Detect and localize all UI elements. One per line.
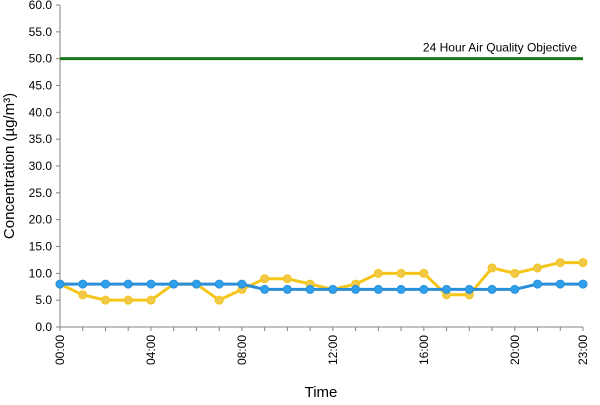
objective-label: 24 Hour Air Quality Objective (423, 41, 577, 55)
data-point (396, 284, 406, 294)
data-point (533, 263, 543, 273)
series-2 (55, 279, 588, 294)
data-point (260, 284, 270, 294)
data-point (578, 279, 588, 289)
x-tick-label: 08:00 (235, 335, 249, 365)
y-tick-label: 35.0 (29, 132, 53, 146)
series-group (55, 258, 588, 305)
y-axis-ticks: 0.0 5.0 10.0 15.0 20.0 25.0 30.0 35.0 40.0 45.0 50… (29, 0, 60, 334)
data-point (260, 274, 270, 284)
data-point (442, 284, 452, 294)
data-point (510, 268, 520, 278)
y-tick-label: 40.0 (29, 105, 53, 119)
y-tick-label: 0.0 (35, 320, 52, 334)
data-point (396, 268, 406, 278)
data-point (487, 284, 497, 294)
y-tick-label: 45.0 (29, 79, 53, 93)
x-axis-ticks: 00:00 04:00 08:00 12:00 16:00 20:00 23:00 (53, 327, 590, 365)
data-point (578, 258, 588, 268)
data-point (282, 284, 292, 294)
y-tick-label: 5.0 (35, 293, 52, 307)
data-point (328, 284, 338, 294)
x-tick-label: 12:00 (326, 335, 340, 365)
x-tick-label: 16:00 (417, 335, 431, 365)
data-point (169, 279, 179, 289)
data-point (146, 279, 156, 289)
y-tick-label: 60.0 (29, 0, 53, 12)
y-tick-label: 25.0 (29, 186, 53, 200)
data-point (214, 295, 224, 305)
data-point (419, 284, 429, 294)
data-point (555, 279, 565, 289)
y-axis-title: Concentration (µg/m³) (1, 93, 18, 239)
data-point (146, 295, 156, 305)
data-point (555, 258, 565, 268)
data-point (373, 268, 383, 278)
data-point (373, 284, 383, 294)
data-point (78, 279, 88, 289)
data-point (100, 295, 110, 305)
series-1 (55, 258, 588, 305)
data-point (510, 284, 520, 294)
data-point (237, 279, 247, 289)
data-point (282, 274, 292, 284)
series-line (59, 261, 583, 302)
data-point (419, 268, 429, 278)
y-tick-label: 15.0 (29, 240, 53, 254)
y-tick-label: 10.0 (29, 266, 53, 280)
x-tick-label: 04:00 (144, 335, 158, 365)
data-point (305, 284, 315, 294)
y-tick-label: 55.0 (29, 25, 53, 39)
data-point (214, 279, 224, 289)
x-axis-title: Time (305, 384, 338, 400)
y-tick-label: 20.0 (29, 213, 53, 227)
x-tick-label: 23:00 (576, 335, 590, 365)
data-point (191, 279, 201, 289)
data-point (100, 279, 110, 289)
y-tick-label: 30.0 (29, 159, 53, 173)
data-point (123, 279, 133, 289)
data-point (78, 290, 88, 300)
x-tick-label: 20:00 (508, 335, 522, 365)
y-tick-label: 50.0 (29, 52, 53, 66)
x-tick-label: 00:00 (53, 335, 67, 365)
data-point (487, 263, 497, 273)
data-point (123, 295, 133, 305)
data-point (55, 279, 65, 289)
data-point (351, 284, 361, 294)
data-point (533, 279, 543, 289)
data-point (464, 284, 474, 294)
